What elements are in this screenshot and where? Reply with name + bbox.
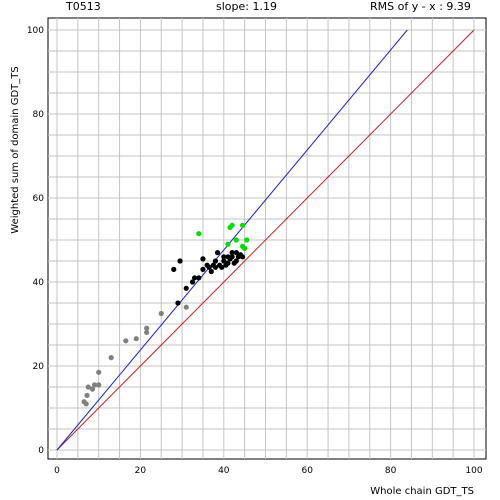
data-point [208,268,214,275]
data-point [192,275,198,281]
x-tick-label: 0 [54,466,60,476]
data-point [96,382,102,388]
data-point [177,258,183,264]
data-point [212,264,219,270]
data-point [229,254,235,260]
data-point [144,329,150,335]
data-point [242,245,248,251]
data-point [83,401,89,407]
data-point [85,384,91,390]
data-point [233,250,239,256]
reference-line [56,29,475,451]
data-point [96,369,102,375]
data-point [123,338,129,344]
data-point [233,237,239,243]
data-point [219,264,225,270]
y-tick-label: 40 [33,278,45,288]
x-tick-labels: 0 20 40 60 80 100 [54,466,483,476]
data-point [200,266,206,272]
x-axis-label: Whole chain GDT_TS [370,486,474,497]
slope-value: slope: 1.19 [216,0,277,13]
y-tick-label: 100 [27,26,44,36]
data-point [183,304,189,310]
data-point [239,222,246,228]
target-id: T0513 [66,0,101,13]
data-point [244,237,250,243]
data-point [144,325,150,331]
data-point [133,336,139,342]
x-tick-label: 20 [135,466,147,476]
data-point [225,241,231,247]
data-point [229,250,235,256]
x-tick-label: 80 [385,466,397,476]
y-axis-label: Weighted sum of domain GDT_TS [10,66,21,233]
reference-lines [56,29,475,451]
data-point [200,256,206,262]
data-point [221,254,227,260]
data-point [229,222,235,228]
data-point [239,254,246,260]
y-tick-label: 0 [38,446,44,456]
y-tick-label: 60 [33,194,45,204]
data-point [221,258,227,264]
data-point [225,260,231,266]
x-tick-label: 40 [218,466,230,476]
data-point [175,300,181,306]
data-point [84,392,90,398]
data-point [89,386,96,392]
data-point [189,279,196,285]
data-point [196,231,202,237]
data-point [233,258,239,264]
x-tick-label: 60 [301,466,313,476]
x-tick-label: 100 [465,466,482,476]
rms-value: RMS of y - x : 9.39 [370,0,471,13]
data-point [214,250,221,256]
y-tick-labels: 0 20 40 60 80 100 [27,26,44,456]
data-point [158,310,164,317]
data-point [183,285,189,291]
data-point [91,382,98,388]
data-point [212,258,219,264]
data-points [81,222,250,407]
y-tick-label: 80 [33,110,45,120]
grid [48,18,486,459]
data-point [108,355,114,361]
data-point [196,275,202,281]
data-point [171,266,177,272]
y-tick-label: 20 [33,362,45,372]
data-point [206,264,212,270]
reference-line [56,29,408,451]
